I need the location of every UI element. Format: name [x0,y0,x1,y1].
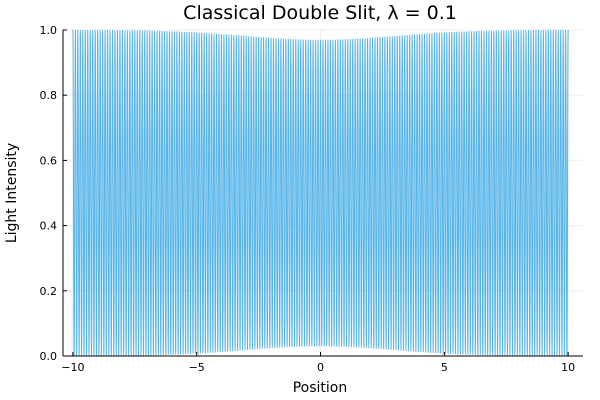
y-tick-label: 1.0 [40,24,58,37]
axes-layer [62,30,583,357]
y-tick-label: 0.2 [40,285,58,298]
series-layer [72,30,569,356]
y-tick-label: 0.6 [40,154,58,167]
x-axis-label: Position [293,380,348,396]
x-tick-label: 0 [317,361,324,374]
x-tick-label: −5 [189,361,205,374]
chart-title: Classical Double Slit, λ = 0.1 [183,2,457,24]
y-tick-label: 0.4 [40,220,58,233]
y-axis-label: Light Intensity [4,143,20,243]
ticks-layer: −10 −5 0 5 10 0.0 0.2 0.4 0.6 0.8 1.0 [40,24,576,374]
x-tick-label: 10 [561,361,575,374]
y-tick-label: 0.8 [40,89,58,102]
series-line [72,30,569,356]
y-tick-label: 0.0 [40,350,58,363]
x-tick-label: 5 [441,361,448,374]
x-tick-label: −10 [61,361,84,374]
